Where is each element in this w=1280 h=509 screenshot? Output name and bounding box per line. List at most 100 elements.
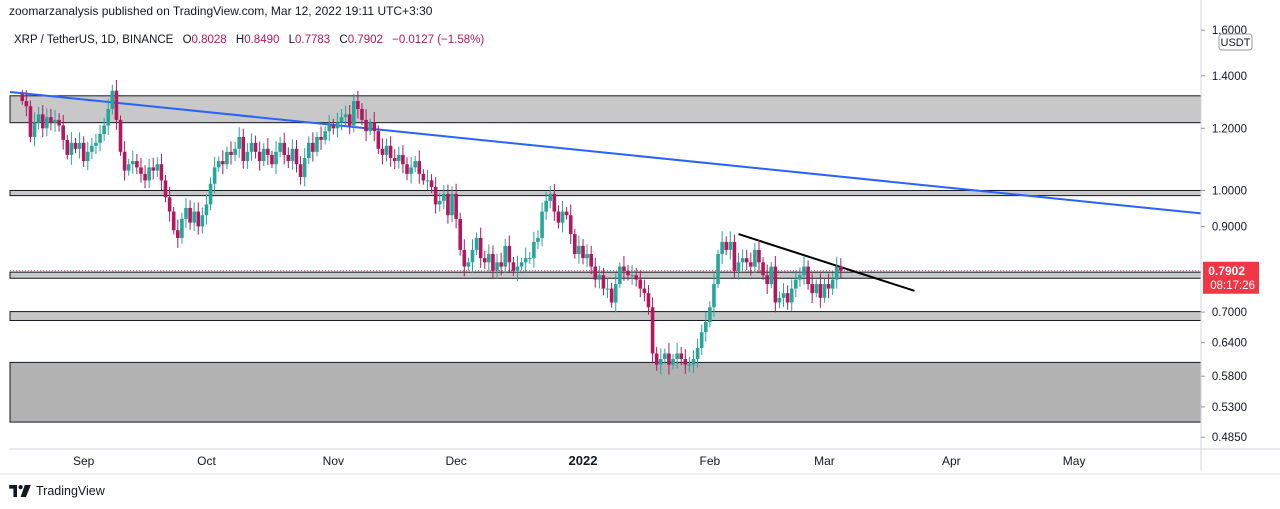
candle-body — [192, 211, 196, 223]
candle-body — [650, 307, 655, 354]
tradingview-logo-icon[interactable] — [9, 485, 31, 497]
candle-body — [564, 211, 569, 216]
candle-body — [343, 114, 348, 118]
candle — [642, 279, 647, 302]
last-price-badge: 0.7902 08:17:26 — [1203, 261, 1259, 294]
footer: TradingView — [9, 484, 105, 498]
candle — [20, 90, 25, 105]
time-tick-label: Nov — [323, 454, 344, 468]
candle — [311, 132, 315, 162]
candle-body — [208, 183, 213, 205]
candle-body — [691, 359, 696, 365]
candle — [687, 356, 692, 373]
candle — [192, 202, 196, 232]
candle-body — [466, 262, 471, 267]
change-value: −0.0127 (−1.58%) — [392, 34, 485, 46]
candle — [53, 110, 57, 132]
candle-body — [683, 359, 688, 365]
candle-body — [642, 288, 647, 294]
footer-brand[interactable]: TradingView — [36, 484, 105, 498]
candle-body — [274, 151, 278, 165]
candle — [765, 264, 769, 295]
candle — [777, 291, 782, 309]
published-line: zoomarzanalysis published on TradingView… — [9, 4, 433, 18]
candle — [564, 206, 569, 220]
candle-body — [798, 275, 802, 280]
candle-body — [159, 164, 164, 181]
candle — [139, 157, 143, 183]
candle — [605, 278, 610, 299]
candle-body — [356, 101, 360, 109]
trendlines-layer — [9, 90, 1202, 292]
candle — [180, 212, 184, 244]
candle-body — [106, 108, 111, 126]
candle — [233, 141, 237, 162]
candle — [491, 245, 495, 279]
price-tick-label: 1.0000 — [1212, 185, 1247, 197]
candle — [482, 251, 487, 269]
candle — [568, 204, 573, 245]
candle-body — [49, 117, 53, 123]
candle-body — [724, 241, 729, 250]
candle-body — [114, 90, 119, 120]
candle-body — [834, 266, 839, 280]
candle — [208, 177, 213, 211]
candle — [126, 158, 131, 176]
symbol-title[interactable]: XRP / TetherUS, 1D, BINANCE — [14, 34, 174, 46]
candle-body — [552, 193, 557, 212]
candle — [761, 257, 765, 280]
candle — [294, 139, 299, 173]
candle-body — [515, 266, 520, 271]
candle-body — [753, 249, 757, 267]
candle-body — [609, 288, 614, 303]
candle-body — [351, 101, 356, 126]
candle — [302, 148, 307, 187]
candle-body — [785, 293, 790, 303]
candle — [216, 156, 221, 172]
candle — [257, 141, 262, 171]
candle-body — [270, 154, 274, 165]
candle — [409, 156, 413, 184]
candle — [36, 107, 41, 130]
candle — [421, 169, 426, 185]
close-label: C — [339, 34, 348, 46]
candle-body — [675, 353, 679, 360]
candle — [478, 227, 483, 268]
candle-body — [204, 204, 209, 216]
candle — [61, 114, 66, 150]
candle-body — [196, 211, 201, 227]
candle — [147, 158, 151, 189]
candle-body — [171, 211, 176, 231]
candle — [834, 256, 839, 289]
candle-body — [315, 136, 319, 152]
candle — [200, 207, 205, 234]
candle — [622, 255, 626, 281]
candle — [810, 273, 814, 303]
candle — [167, 186, 172, 222]
candle-body — [757, 249, 761, 263]
candle — [241, 128, 246, 169]
candle-body — [319, 136, 323, 140]
candle — [818, 273, 823, 308]
candle — [830, 272, 835, 295]
candle-body — [90, 145, 94, 152]
last-price-value: 0.7902 — [1208, 264, 1245, 278]
candle-body — [253, 142, 258, 152]
candle — [581, 239, 585, 265]
candle-body — [503, 245, 508, 267]
candle — [495, 253, 499, 279]
candle-body — [311, 142, 315, 152]
candle — [143, 165, 147, 189]
candle — [532, 231, 536, 268]
candle-body — [135, 161, 139, 168]
candle-body — [437, 200, 442, 205]
candle-body — [98, 134, 102, 143]
candle — [519, 257, 524, 271]
candle-body — [663, 353, 667, 360]
candle — [556, 205, 561, 229]
candle-body — [221, 161, 225, 165]
candle-body — [478, 237, 483, 259]
candle — [384, 138, 389, 162]
candle-body — [470, 249, 475, 263]
